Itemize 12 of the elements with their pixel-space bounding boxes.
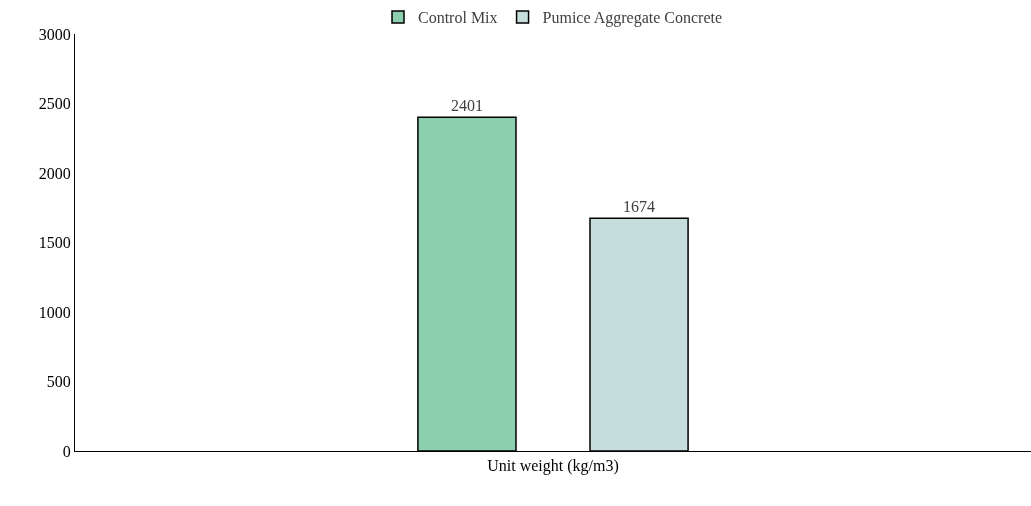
data-label: 1674 xyxy=(623,198,656,216)
y-tick-label: 1500 xyxy=(38,234,71,252)
x-tick-label: Unit weight (kg/m3) xyxy=(487,457,619,476)
y-tick-label: 2500 xyxy=(38,95,71,113)
y-tick-label: 500 xyxy=(46,373,71,391)
y-tick-label: 2000 xyxy=(38,164,71,182)
legend-label: Control Mix xyxy=(418,9,498,27)
y-tick-label: 0 xyxy=(62,442,71,460)
legend-label: Pumice Aggregate Concrete xyxy=(542,9,723,28)
y-tick-label: 3000 xyxy=(38,25,71,43)
y-tick-label: 1000 xyxy=(38,303,71,321)
data-label: 2401 xyxy=(450,97,483,115)
